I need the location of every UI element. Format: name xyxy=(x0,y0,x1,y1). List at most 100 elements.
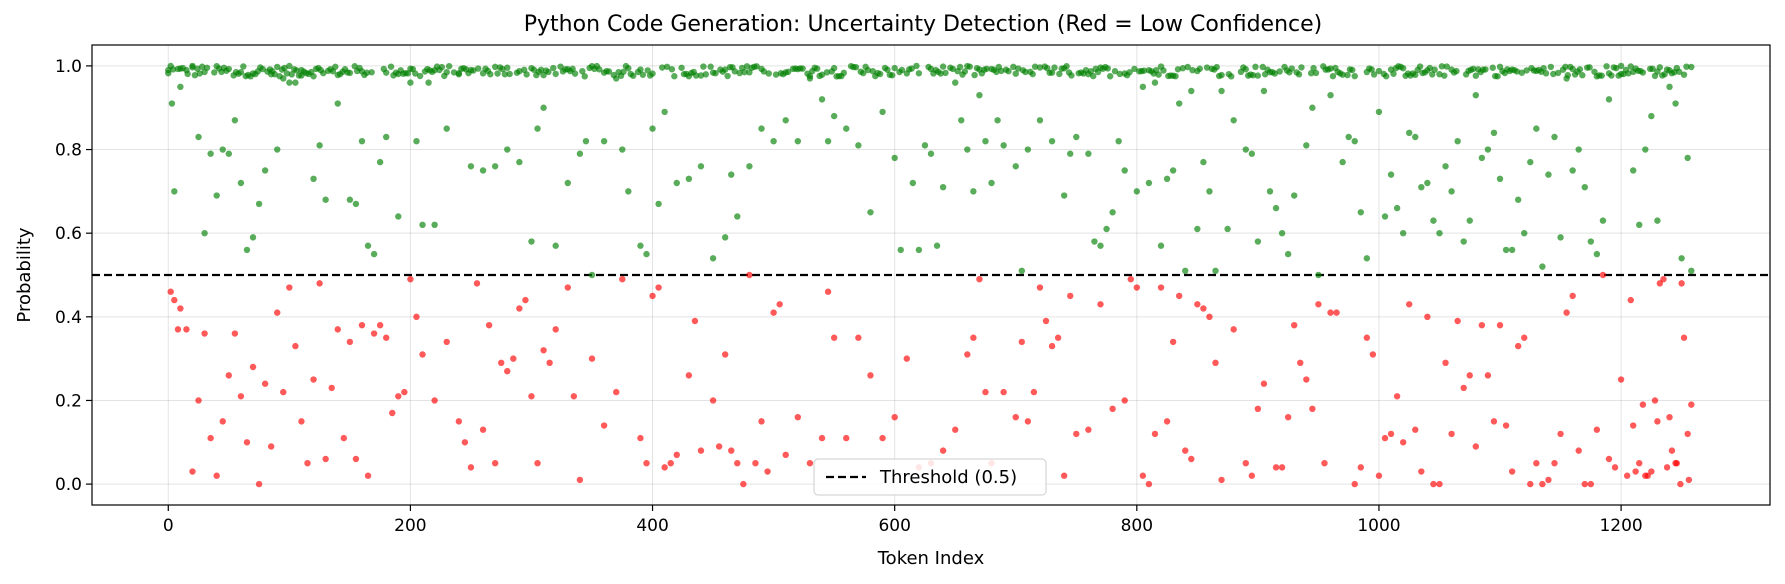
low-confidence-point xyxy=(643,459,650,467)
high-confidence-point xyxy=(283,70,291,77)
low-confidence-point xyxy=(752,459,759,467)
low-confidence-point xyxy=(879,434,886,442)
high-confidence-point xyxy=(1160,67,1167,74)
high-confidence-point xyxy=(1345,133,1352,141)
high-confidence-point xyxy=(1329,72,1337,80)
high-confidence-point xyxy=(1276,68,1283,75)
high-confidence-point xyxy=(1593,250,1601,258)
low-confidence-point xyxy=(1351,480,1358,488)
high-confidence-point xyxy=(1157,242,1165,249)
high-confidence-point xyxy=(281,64,288,72)
high-confidence-point xyxy=(884,66,891,73)
low-confidence-point xyxy=(274,309,281,316)
low-confidence-point xyxy=(855,334,862,341)
low-confidence-point xyxy=(964,351,971,358)
high-confidence-point xyxy=(1554,69,1562,77)
high-confidence-point xyxy=(993,68,1000,76)
high-confidence-point xyxy=(1375,67,1383,75)
low-confidence-point xyxy=(340,434,348,442)
low-confidence-point xyxy=(1521,334,1528,341)
high-confidence-point xyxy=(1196,65,1203,72)
high-confidence-point xyxy=(243,246,251,254)
high-confidence-point xyxy=(475,65,482,72)
high-confidence-point xyxy=(189,62,196,70)
low-confidence-point xyxy=(1212,359,1219,367)
high-confidence-point xyxy=(1460,238,1467,245)
low-confidence-point xyxy=(1629,422,1637,429)
low-confidence-point xyxy=(1218,476,1225,484)
high-confidence-point xyxy=(351,63,358,70)
high-confidence-point xyxy=(1429,71,1436,78)
low-confidence-point xyxy=(1303,376,1310,383)
high-confidence-point xyxy=(1586,64,1593,71)
high-confidence-point xyxy=(499,65,506,73)
high-confidence-point xyxy=(1569,167,1576,174)
low-confidence-point xyxy=(824,288,832,295)
low-confidence-point xyxy=(1127,275,1134,283)
high-confidence-point xyxy=(1073,133,1080,141)
low-confidence-point xyxy=(1442,359,1449,367)
high-confidence-point xyxy=(1295,71,1303,78)
low-confidence-point xyxy=(376,321,384,329)
high-confidence-point xyxy=(765,70,772,77)
high-confidence-point xyxy=(1412,71,1419,79)
high-confidence-point xyxy=(494,70,501,77)
y-tick-label: 1.0 xyxy=(55,57,82,77)
high-confidence-point xyxy=(1393,204,1401,212)
high-confidence-point xyxy=(231,117,239,124)
high-confidence-point xyxy=(1599,217,1607,224)
high-confidence-point xyxy=(1315,271,1322,279)
low-confidence-point xyxy=(818,434,826,442)
high-confidence-point xyxy=(994,117,1001,124)
x-tick-label: 200 xyxy=(394,516,426,536)
low-confidence-point xyxy=(1145,480,1153,488)
high-confidence-point xyxy=(1349,66,1356,74)
high-confidence-point xyxy=(1357,209,1364,216)
high-confidence-point xyxy=(692,72,700,79)
high-confidence-point xyxy=(1521,229,1528,237)
high-confidence-point xyxy=(1514,196,1522,203)
low-confidence-point xyxy=(1363,334,1371,341)
high-confidence-point xyxy=(528,238,535,245)
high-confidence-point xyxy=(1684,154,1691,162)
high-confidence-point xyxy=(316,142,323,149)
low-confidence-point xyxy=(1133,284,1141,291)
high-confidence-point xyxy=(1666,83,1673,91)
low-confidence-point xyxy=(1666,413,1673,421)
high-confidence-point xyxy=(702,71,710,78)
low-confidence-point xyxy=(1036,284,1044,291)
high-confidence-point xyxy=(782,117,789,124)
high-confidence-point xyxy=(219,146,226,153)
high-confidence-point xyxy=(625,65,632,72)
high-confidence-point xyxy=(1442,163,1449,170)
high-confidence-point xyxy=(1116,70,1124,78)
high-confidence-point xyxy=(1625,70,1632,77)
high-confidence-point xyxy=(1551,133,1558,141)
low-confidence-point xyxy=(1636,459,1643,467)
high-confidence-point xyxy=(1031,63,1039,70)
high-confidence-point xyxy=(1163,175,1171,183)
high-confidence-point xyxy=(274,146,281,153)
high-confidence-point xyxy=(741,68,748,76)
low-confidence-point xyxy=(1605,455,1613,463)
low-confidence-point xyxy=(1097,301,1104,308)
high-confidence-series xyxy=(165,62,1695,279)
high-confidence-point xyxy=(1327,65,1334,72)
low-confidence-point xyxy=(286,284,293,291)
high-confidence-point xyxy=(855,142,862,149)
low-confidence-point xyxy=(637,434,644,442)
high-confidence-point xyxy=(1547,63,1555,71)
low-confidence-point xyxy=(1424,313,1431,321)
high-confidence-point xyxy=(876,70,884,78)
high-confidence-point xyxy=(382,69,390,76)
high-confidence-point xyxy=(207,150,214,157)
high-confidence-point xyxy=(939,183,947,191)
low-confidence-point xyxy=(473,280,481,287)
high-confidence-point xyxy=(1436,70,1443,78)
high-confidence-point xyxy=(1218,71,1225,79)
low-confidence-point xyxy=(213,472,220,479)
low-confidence-point xyxy=(516,305,523,312)
low-confidence-point xyxy=(1024,418,1032,425)
low-confidence-point xyxy=(183,326,190,333)
high-confidence-point xyxy=(1266,188,1274,195)
